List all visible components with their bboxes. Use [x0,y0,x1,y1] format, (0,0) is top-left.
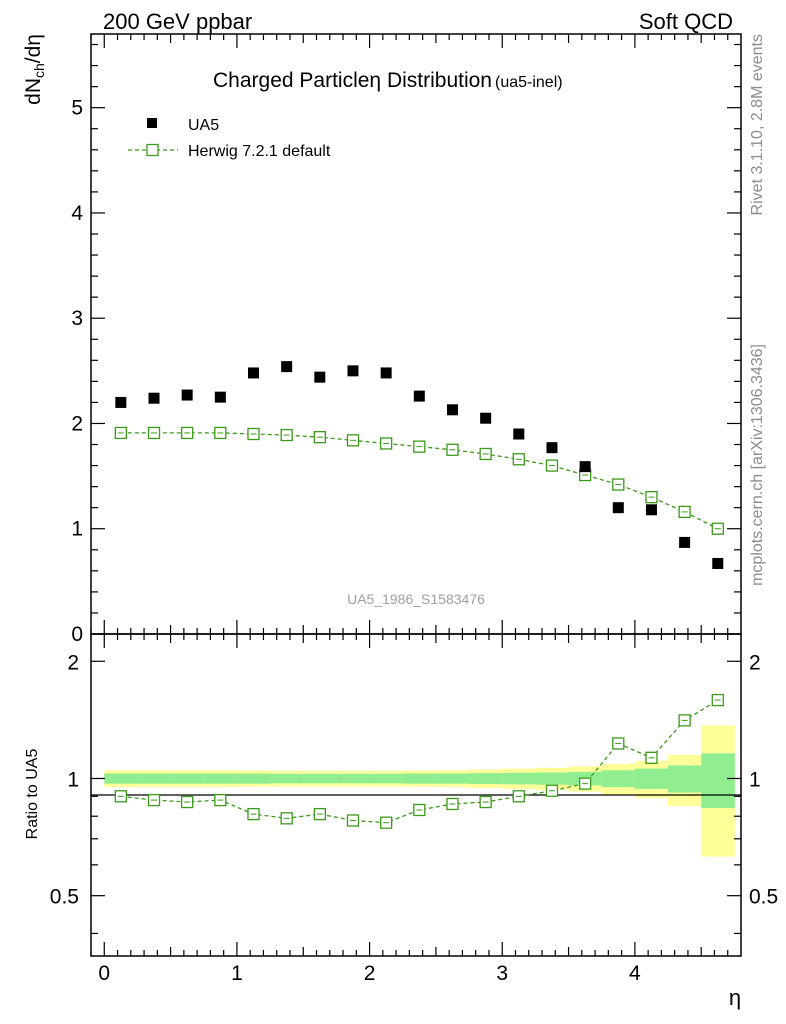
data-point [314,371,326,383]
data-point [712,557,724,569]
data-point [248,367,259,379]
main-y-tick-label: 3 [71,307,83,330]
data-point [115,396,127,408]
ratio-y-tick-label-left: 0.5 [50,886,79,909]
band-stat [634,768,669,789]
x-tick-label: 0 [98,962,110,985]
data-point [181,389,193,401]
band-stat [203,773,238,784]
band-stat [535,772,570,785]
rivet-label: Rivet 3.1.10, 2.8M events [749,34,766,215]
ratio-y-tick-label-right: 2 [749,651,761,674]
data-point [148,392,160,404]
band-stat [668,765,702,793]
x-tick-label: 4 [629,962,641,985]
band-stat [502,772,536,785]
legend-ua5-label: UA5 [188,117,219,134]
data-point [214,391,226,403]
data-point [645,504,657,516]
band-stat [369,773,404,784]
x-tick-label: 3 [496,962,508,985]
data-point [579,461,591,473]
mcplots-label: mcplots.cern.ch [arXiv:1306.3436] [749,344,766,586]
ratio-x-tick-labels: 0 1 2 3 4 [98,962,641,985]
ratio-y-tick-label-right: 1 [749,768,761,791]
band-stat [170,773,205,784]
mc-series [114,426,724,535]
analysis-watermark: UA5_1986_S1583476 [347,591,485,607]
band-stat [270,773,304,784]
main-axis-ticks [90,34,741,635]
band-stat [303,773,337,784]
ratio-plot-frame [90,633,742,957]
legend: UA5 Herwig 7.2.1 default [128,117,331,160]
data-point [281,361,293,373]
data-point [513,428,525,440]
data-point [413,390,425,402]
x-tick-label: 2 [364,962,376,985]
data-point [546,442,558,454]
band-stat [469,773,503,784]
band-stat [104,773,138,784]
header-left: 200 GeV ppbar [103,9,252,34]
data-series [115,361,724,569]
data-point [480,412,492,424]
ratio-y-tick-labels: 0.5 0.5 1 1 2 2 [50,651,778,908]
main-y-tick-label: 2 [71,412,83,435]
main-y-tick-label: 5 [71,97,83,120]
data-point [380,367,392,379]
main-y-tick-label: 0 [71,623,83,646]
band-stat [435,773,470,784]
ratio-y-tick-label-left: 1 [67,768,79,791]
x-tick-label: 1 [231,962,243,985]
ratio-uncertainty-bands [104,725,735,857]
data-point [347,365,359,377]
main-y-tick-labels: 0 1 2 3 4 5 [71,97,83,646]
band-stat [402,773,437,784]
header-right: Soft QCD [639,9,733,34]
legend-ua5-marker [147,118,157,128]
data-point [446,404,458,416]
main-y-axis-label: dNch/dη [22,34,47,105]
band-stat [701,753,735,808]
ratio-y-axis-label: Ratio to UA5 [24,749,41,840]
band-stat [336,773,371,784]
ratio-series [114,693,724,829]
data-point [612,502,624,514]
legend-herwig-label: Herwig 7.2.1 default [188,143,331,160]
ratio-y-tick-label-right: 0.5 [749,886,778,909]
main-y-tick-label: 1 [71,518,83,541]
data-point [679,536,691,548]
band-stat [137,773,172,784]
chart-title: Charged Particleη Distribution (ua5-inel) [213,69,563,92]
band-stat [236,773,271,784]
legend-herwig-marker [146,143,159,157]
main-y-tick-label: 4 [71,202,83,225]
band-stat [601,770,636,788]
ratio-y-tick-label-left: 2 [67,651,79,674]
x-axis-label: η [729,985,741,1010]
